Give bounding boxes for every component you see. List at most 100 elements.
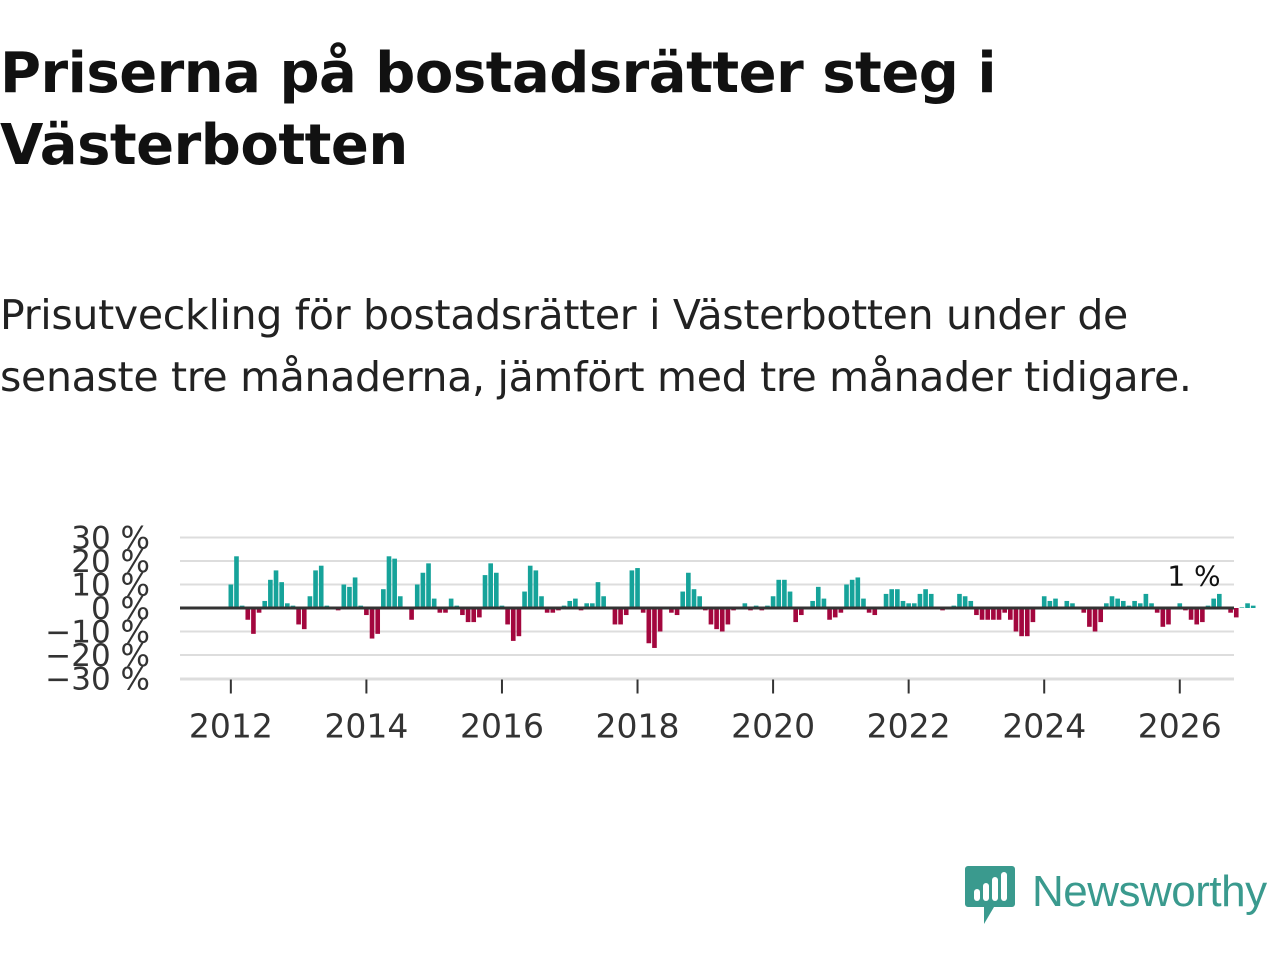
bar: [646, 608, 652, 644]
bar: [1109, 596, 1115, 608]
bar: [996, 608, 1002, 620]
bar: [273, 570, 279, 608]
bar: [968, 600, 974, 608]
bar: [245, 608, 251, 620]
x-axis: 2012 2014 2016 2018 2020 2022 2024 2026: [180, 678, 1234, 746]
bar: [505, 608, 510, 625]
last-value-label: 1 %: [1167, 560, 1220, 593]
y-tick-label: −30 %: [45, 662, 150, 698]
bar: [1030, 608, 1036, 623]
bar: [460, 608, 465, 616]
bar: [375, 608, 381, 634]
bar: [1216, 593, 1222, 608]
bar: [838, 608, 844, 613]
newsworthy-brand-name: Newsworthy: [1032, 867, 1267, 916]
bar: [510, 608, 516, 641]
bar: [285, 603, 290, 608]
bar: [1092, 608, 1098, 632]
bar: [866, 608, 872, 613]
bar: [1200, 608, 1205, 623]
bar: [1137, 603, 1143, 608]
bar: [742, 603, 748, 608]
bar: [657, 608, 663, 632]
bar: [957, 593, 962, 608]
bar: [697, 596, 702, 608]
bar: [849, 579, 855, 608]
bar: [1132, 600, 1137, 608]
y-tick-label: 20 %: [71, 544, 150, 580]
bar: [787, 591, 793, 608]
bar: [844, 584, 849, 608]
bar: [533, 570, 539, 608]
bar: [1081, 608, 1087, 613]
x-tick-label: 2016: [460, 707, 544, 746]
bar: [544, 608, 550, 613]
bar: [443, 608, 448, 613]
y-tick-label: 0 %: [91, 591, 150, 627]
bar: [1250, 605, 1256, 608]
bar: [810, 600, 815, 608]
y-tick-label: −20 %: [45, 638, 150, 674]
bar: [900, 600, 906, 608]
bar: [923, 589, 928, 608]
x-tick-label: 2014: [324, 707, 408, 746]
bar: [539, 596, 544, 608]
bar: [1019, 608, 1024, 637]
bar: [488, 563, 493, 608]
bar: [595, 582, 601, 608]
bar: [872, 608, 878, 616]
bar: [527, 565, 533, 608]
bar: [669, 608, 674, 613]
bar: [1002, 608, 1007, 613]
bars: [228, 556, 1256, 648]
bar: [522, 591, 527, 608]
price-change-bar-chart: 30 %20 %10 %0 %−10 %−20 %−30 % 2012 2014 2…: [45, 521, 1256, 746]
bar: [799, 608, 804, 616]
bar: [928, 593, 934, 608]
bar: [1104, 603, 1109, 608]
bar: [832, 608, 838, 618]
bar: [477, 608, 482, 618]
bar: [623, 608, 629, 616]
newsworthy-chart-icon: [965, 866, 1015, 924]
bar: [347, 586, 352, 608]
bar: [279, 582, 284, 608]
bar: [234, 556, 239, 608]
bar: [601, 596, 606, 608]
y-tick-label: 30 %: [71, 521, 150, 557]
bar: [793, 608, 798, 623]
bar: [352, 577, 358, 608]
page-title: Priserna på bostadsrätter steg i Västerb…: [0, 41, 997, 178]
bar: [708, 608, 714, 625]
bar: [228, 584, 234, 608]
bar: [1047, 600, 1053, 608]
bar: [686, 572, 691, 608]
x-tick-label: 2012: [189, 707, 273, 746]
bar: [855, 577, 861, 608]
bar: [1053, 598, 1058, 608]
bar: [364, 608, 369, 616]
bar: [313, 570, 318, 608]
bar: [906, 603, 911, 608]
bar: [471, 608, 477, 623]
page-subtitle: Prisutveckling för bostadsrätter i Väste…: [0, 291, 1192, 401]
bar: [1041, 596, 1047, 608]
bar: [1064, 600, 1070, 608]
bar: [691, 589, 697, 608]
bar: [1154, 608, 1160, 613]
bar: [1024, 608, 1030, 637]
bar: [573, 598, 578, 608]
bar: [1098, 608, 1104, 623]
bar: [307, 596, 313, 608]
bar: [782, 579, 787, 608]
bar: [652, 608, 657, 648]
bar: [895, 589, 900, 608]
bar: [567, 600, 573, 608]
bar: [674, 608, 680, 616]
bar: [318, 565, 324, 608]
bar: [985, 608, 991, 620]
bar: [392, 558, 397, 608]
bar: [974, 608, 979, 616]
bar: [917, 593, 923, 608]
y-tick-label: −10 %: [45, 615, 150, 651]
